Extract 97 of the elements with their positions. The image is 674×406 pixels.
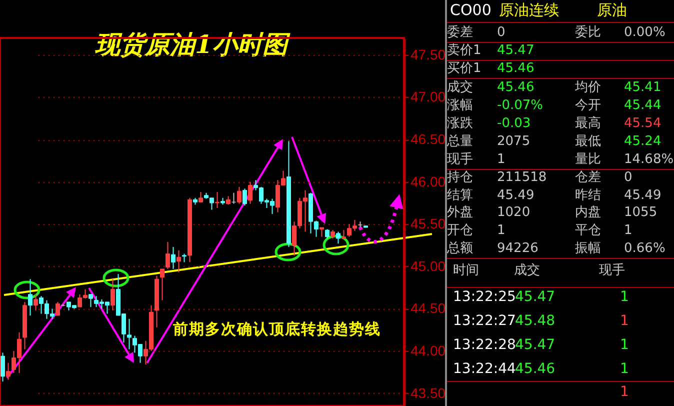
text: 45.41 — [624, 80, 662, 95]
text: 1 — [620, 337, 629, 353]
text: 外盘 — [447, 205, 473, 220]
text: 1020 — [497, 205, 530, 220]
candlestick — [160, 268, 164, 301]
text: -0.07% — [497, 98, 543, 113]
y-tick-label: 44.00 — [410, 342, 446, 359]
text: 45.46 — [515, 361, 556, 377]
text: 45.49 — [497, 188, 534, 203]
text: 45.46 — [497, 80, 534, 95]
text: 45.54 — [624, 116, 662, 131]
y-tick-label: 47.50 — [410, 46, 446, 62]
text: 最高 — [575, 116, 601, 131]
text: 45.49 — [624, 188, 662, 203]
text: 1 — [497, 223, 506, 238]
text: 仓差 — [575, 170, 601, 185]
candlestick — [320, 227, 324, 238]
text: 振幅 — [575, 241, 601, 256]
text: 结算 — [447, 188, 473, 203]
candlestick — [127, 318, 132, 350]
text: 13:22:28 — [453, 337, 516, 353]
text: 211518 — [497, 170, 547, 185]
candlestick — [242, 188, 247, 206]
candlestick — [198, 191, 203, 203]
text: 45.47 — [515, 289, 556, 305]
y-tick-label: 45.00 — [410, 258, 446, 274]
text: 94226 — [497, 241, 538, 256]
text: 45.47 — [497, 43, 534, 58]
text: 昨结 — [575, 188, 601, 203]
candlestick — [325, 228, 330, 239]
candlestick — [171, 246, 176, 270]
text: 2075 — [497, 134, 530, 149]
text: 今开 — [575, 98, 601, 113]
text: 成交 — [447, 80, 473, 95]
text: 1 — [620, 384, 629, 400]
text: 持仓 — [447, 170, 473, 185]
text: 现手 — [599, 263, 625, 278]
candlestick — [28, 278, 32, 316]
text: 13:22:25 — [453, 289, 516, 305]
text: 开仓 — [447, 223, 473, 238]
text: 14.68% — [624, 152, 674, 167]
y-tick-label: 46.50 — [410, 131, 446, 148]
text: 买价1 — [447, 61, 482, 76]
candlestick — [0, 352, 5, 382]
candlestick — [56, 301, 60, 316]
text: 涨幅 — [447, 98, 473, 113]
candlestick — [215, 191, 220, 209]
text: 涨跌 — [447, 116, 473, 131]
text: 0 — [624, 170, 632, 185]
text: 45.46 — [497, 61, 534, 76]
text: CO00 — [450, 1, 492, 19]
candlestick — [166, 241, 170, 270]
text: 1 — [620, 361, 629, 377]
candlestick — [336, 231, 340, 244]
candlestick — [176, 250, 181, 273]
text: 现手 — [447, 152, 473, 167]
candlestick — [110, 278, 115, 311]
text: 委差 — [447, 25, 473, 40]
text: -0.03 — [497, 116, 531, 131]
text: 最低 — [575, 134, 601, 149]
candlestick — [34, 294, 38, 311]
y-tick-label: 46.00 — [410, 173, 446, 190]
text: 0.00% — [624, 25, 666, 40]
text: 时间 — [453, 263, 479, 278]
text: 1 — [620, 289, 629, 305]
text: 原油连续 — [499, 1, 559, 19]
text: 1 — [624, 223, 632, 238]
text: 45.48 — [515, 313, 556, 329]
text: 1 — [497, 152, 506, 167]
text: 1055 — [624, 205, 658, 220]
candlestick — [88, 294, 93, 308]
candlestick — [237, 186, 242, 204]
text: 均价 — [575, 80, 601, 95]
text: 平仓 — [575, 223, 601, 238]
text: 总量 — [447, 134, 473, 149]
text: 原油 — [597, 1, 627, 19]
text: 成交 — [514, 263, 540, 278]
text: 45.24 — [624, 134, 662, 149]
text: 45.47 — [515, 337, 556, 353]
candlestick — [248, 181, 252, 204]
annotation: 前期多次确认顶底转换趋势线 — [173, 320, 381, 339]
text: 卖价1 — [447, 43, 482, 58]
text: 内盘 — [575, 205, 601, 220]
text: 0 — [497, 25, 506, 40]
y-tick-label: 47.00 — [410, 88, 446, 105]
text: 13:22:44 — [453, 361, 516, 377]
text: 45.44 — [624, 98, 662, 113]
y-tick-label: 44.50 — [410, 300, 446, 316]
candlestick — [6, 362, 10, 380]
y-tick-label: 45.50 — [410, 216, 446, 232]
text: 13:22:27 — [453, 313, 516, 329]
text: 委比 — [575, 25, 601, 40]
text: 0.66% — [624, 241, 666, 256]
text: 总额 — [447, 241, 473, 256]
text: 1 — [620, 313, 629, 329]
text: 量比 — [575, 152, 601, 167]
y-tick-label: 43.50 — [410, 384, 446, 401]
